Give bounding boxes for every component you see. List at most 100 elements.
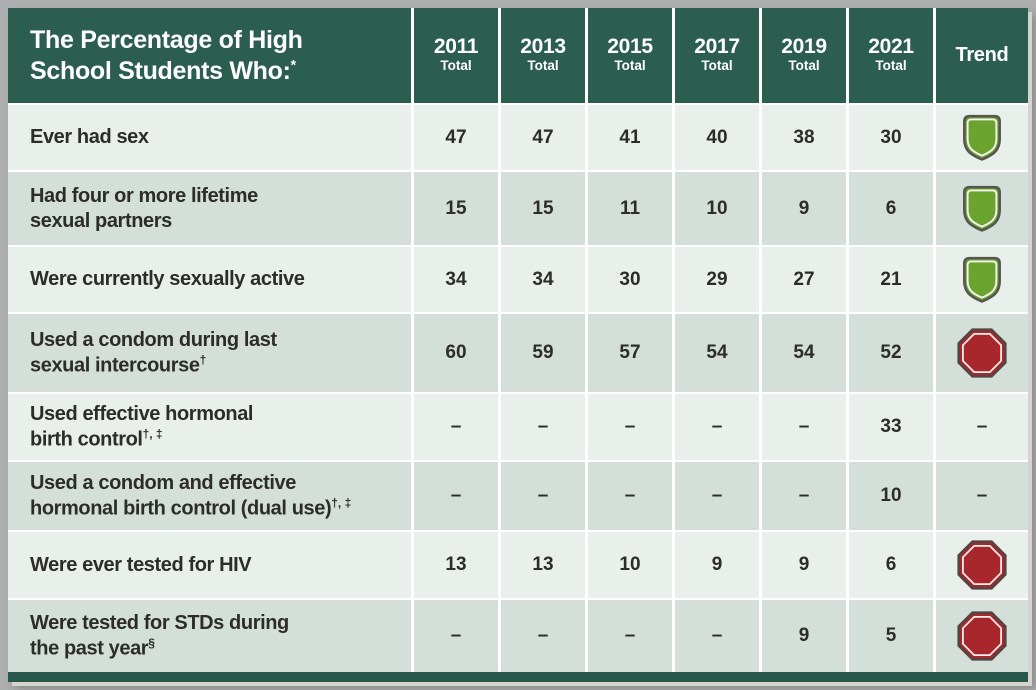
value-cell: – <box>675 394 762 460</box>
value-cell: 54 <box>762 314 849 392</box>
row-label: Ever had sex <box>8 105 414 170</box>
table-row: Were currently sexually active 34 34 30 29 27… <box>8 245 1028 312</box>
table-header-row: The Percentage of High School Students W… <box>8 8 1028 103</box>
bottom-accent-bar <box>8 672 1028 682</box>
row-label-text: Were ever tested for HIV <box>30 553 252 576</box>
value-cell: – <box>588 600 675 672</box>
value-cell: 10 <box>849 462 936 530</box>
value-cell: – <box>762 462 849 530</box>
row-label-text: Were currently sexually active <box>30 268 305 291</box>
value-cell: 59 <box>501 314 588 392</box>
total-label: Total <box>875 58 907 74</box>
shield-icon <box>963 185 1001 232</box>
trend-cell <box>936 105 1028 170</box>
stop-octagon-icon <box>957 328 1007 378</box>
trend-cell: – <box>936 462 1028 530</box>
shield-icon <box>963 114 1001 161</box>
row-label: Used effective hormonal birth control†, ‡ <box>8 394 414 460</box>
total-label: Total <box>527 58 559 74</box>
shield-icon <box>963 256 1001 303</box>
value-cell: 34 <box>414 247 501 312</box>
value-cell: 33 <box>849 394 936 460</box>
table-row: Used a condom and effective hormonal birt… <box>8 460 1028 530</box>
value-cell: 57 <box>588 314 675 392</box>
trend-column-header: Trend <box>936 8 1028 103</box>
value-cell: 9 <box>762 600 849 672</box>
header-year-cell: 2013 Total <box>501 8 588 103</box>
value-cell: 6 <box>849 172 936 245</box>
table-row: Had four or more lifetime sexual partners… <box>8 170 1028 245</box>
value-cell: 54 <box>675 314 762 392</box>
value-cell: 5 <box>849 600 936 672</box>
value-cell: 29 <box>675 247 762 312</box>
value-cell: – <box>501 394 588 460</box>
value-cell: 30 <box>588 247 675 312</box>
table-row: Ever had sex 47 47 41 40 38 30 <box>8 103 1028 170</box>
value-cell: 9 <box>675 532 762 598</box>
value-cell: 6 <box>849 532 936 598</box>
stop-octagon-icon <box>957 540 1007 590</box>
value-cell: – <box>588 394 675 460</box>
value-cell: 34 <box>501 247 588 312</box>
value-cell: 40 <box>675 105 762 170</box>
value-cell: – <box>675 600 762 672</box>
footnote-marker: †, ‡ <box>142 426 163 441</box>
value-cell: – <box>762 394 849 460</box>
value-cell: 10 <box>588 532 675 598</box>
value-cell: 15 <box>501 172 588 245</box>
row-label-text: Ever had sex <box>30 126 149 149</box>
stop-octagon-icon <box>957 611 1007 661</box>
total-label: Total <box>614 58 646 74</box>
trend-cell <box>936 532 1028 598</box>
table-row: Used effective hormonal birth control†, ‡… <box>8 392 1028 460</box>
year-label: 2021 <box>868 35 914 59</box>
value-cell: – <box>501 600 588 672</box>
header-year-cell: 2019 Total <box>762 8 849 103</box>
value-cell: – <box>414 462 501 530</box>
value-cell: – <box>414 600 501 672</box>
title-line-2: School Students Who: <box>30 56 291 85</box>
row-label-text: Were tested for STDs during the past year… <box>30 611 289 660</box>
trend-cell <box>936 172 1028 245</box>
value-cell: – <box>501 462 588 530</box>
year-label: 2013 <box>520 35 566 59</box>
value-cell: 41 <box>588 105 675 170</box>
value-cell: – <box>414 394 501 460</box>
footnote-marker: § <box>148 635 155 650</box>
header-year-cell: 2017 Total <box>675 8 762 103</box>
footnote-marker: † <box>199 352 207 367</box>
value-cell: 30 <box>849 105 936 170</box>
trend-cell <box>936 314 1028 392</box>
row-label: Were tested for STDs during the past year… <box>8 600 414 672</box>
trend-cell <box>936 247 1028 312</box>
value-cell: 11 <box>588 172 675 245</box>
header-year-cell: 2011 Total <box>414 8 501 103</box>
value-cell: 21 <box>849 247 936 312</box>
value-cell: 47 <box>414 105 501 170</box>
value-cell: – <box>675 462 762 530</box>
table-title: The Percentage of High School Students W… <box>8 8 414 103</box>
row-label: Used a condom and effective hormonal birt… <box>8 462 414 530</box>
table-row: Used a condom during last sexual intercou… <box>8 312 1028 392</box>
trend-dash: – <box>976 485 988 506</box>
row-label: Had four or more lifetime sexual partners <box>8 172 414 245</box>
row-label-text: Used effective hormonal birth control†, ‡ <box>30 402 254 451</box>
row-label: Were ever tested for HIV <box>8 532 414 598</box>
year-label: 2011 <box>433 35 479 59</box>
row-label-text: Used a condom and effective hormonal birt… <box>30 471 352 520</box>
title-asterisk: * <box>290 56 296 73</box>
value-cell: 60 <box>414 314 501 392</box>
value-cell: 13 <box>501 532 588 598</box>
table-row: Were ever tested for HIV 13 13 10 9 9 6 <box>8 530 1028 598</box>
table-body: Ever had sex 47 47 41 40 38 30 Had four or mor… <box>8 103 1028 672</box>
row-label: Were currently sexually active <box>8 247 414 312</box>
total-label: Total <box>701 58 733 74</box>
year-label: 2015 <box>607 35 653 59</box>
footnote-marker: †, ‡ <box>331 495 352 510</box>
row-label: Used a condom during last sexual intercou… <box>8 314 414 392</box>
trends-table: The Percentage of High School Students W… <box>8 8 1028 682</box>
header-year-cell: 2015 Total <box>588 8 675 103</box>
year-label: 2019 <box>781 35 827 59</box>
value-cell: 27 <box>762 247 849 312</box>
title-line-1: The Percentage of High <box>30 25 303 54</box>
